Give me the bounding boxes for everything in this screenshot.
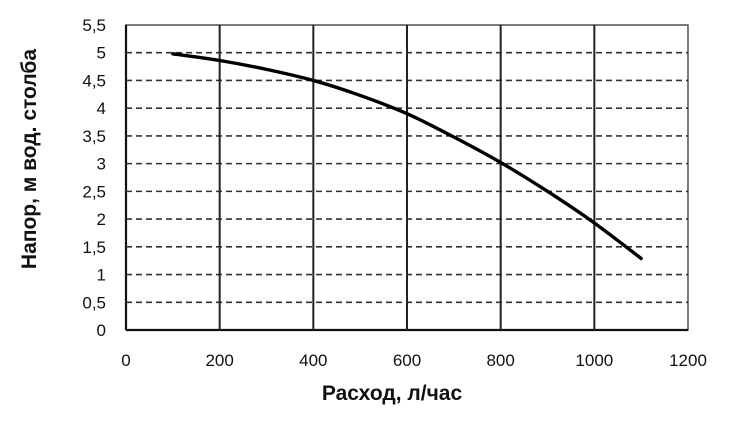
y-tick-label: 4,5 bbox=[82, 71, 106, 90]
x-tick-label: 1000 bbox=[575, 351, 613, 370]
y-tick-label: 3,5 bbox=[82, 127, 106, 146]
y-tick-label: 0,5 bbox=[82, 293, 106, 312]
y-tick-label: 2 bbox=[97, 210, 106, 229]
y-tick-label: 1 bbox=[97, 266, 106, 285]
series-line bbox=[171, 52, 643, 261]
x-tick-label: 600 bbox=[393, 351, 421, 370]
x-tick-label: 1200 bbox=[669, 351, 707, 370]
y-tick-label: 5 bbox=[97, 44, 106, 63]
grid bbox=[126, 25, 688, 330]
x-axis-title: Расход, л/час bbox=[322, 382, 463, 405]
x-tick-label: 200 bbox=[205, 351, 233, 370]
y-tick-label: 2,5 bbox=[82, 182, 106, 201]
y-tick-label: 5,5 bbox=[82, 16, 106, 35]
y-tick-label: 1,5 bbox=[82, 238, 106, 257]
x-tick-label: 400 bbox=[299, 351, 327, 370]
x-tick-label: 0 bbox=[121, 351, 130, 370]
y-tick-label: 4 bbox=[97, 99, 106, 118]
series-layer bbox=[171, 52, 643, 261]
y-axis-ticks: 0 0,5 1 1,5 2 2,5 3 3,5 4 4,5 5 5,5 bbox=[82, 16, 106, 340]
y-axis-title: Напор, м вод. столба bbox=[18, 49, 41, 269]
x-axis-ticks: 0 200 400 600 800 1000 1200 bbox=[121, 351, 707, 370]
y-tick-label: 3 bbox=[97, 155, 106, 174]
x-tick-label: 800 bbox=[486, 351, 514, 370]
y-tick-label: 0 bbox=[97, 321, 106, 340]
